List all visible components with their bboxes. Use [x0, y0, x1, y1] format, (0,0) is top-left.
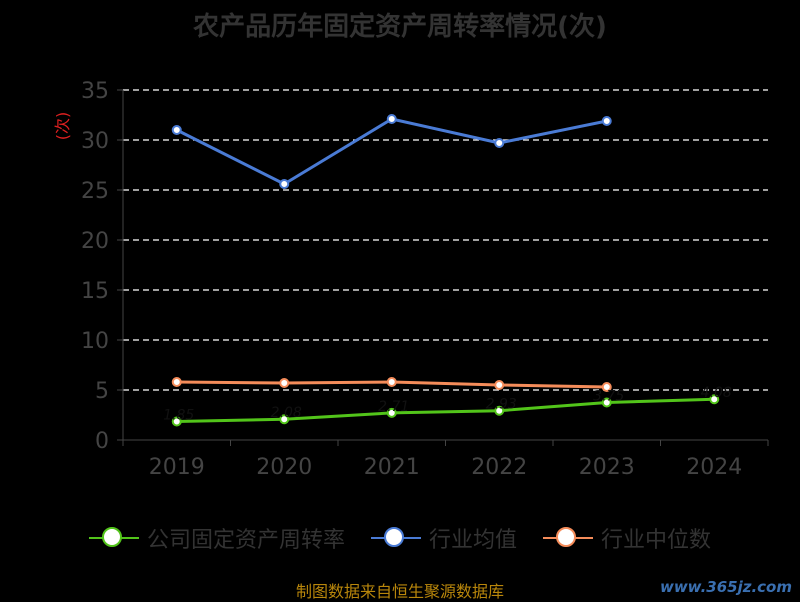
y-tick-label-30: 30 — [81, 129, 109, 154]
point-series-1-2022 — [494, 138, 505, 148]
point-series-1-2019 — [171, 125, 182, 135]
x-tick-label-2024: 2024 — [686, 455, 742, 480]
y-tick-label-10: 10 — [81, 329, 109, 354]
point-series-0-2022 — [494, 405, 505, 416]
point-series-0-2020 — [279, 414, 290, 425]
data-label-2024: 4.08 — [701, 385, 732, 401]
x-tick-label-2019: 2019 — [149, 455, 205, 480]
x-tick-label-2022: 2022 — [471, 455, 527, 480]
point-series-2-2022 — [494, 380, 505, 390]
data-label-2023: 3.75 — [593, 389, 624, 405]
point-series-2-2021 — [386, 377, 397, 387]
y-tick-label-25: 25 — [81, 179, 109, 204]
x-tick-label-2023: 2023 — [579, 455, 635, 480]
legend-label-company: 公司固定资产周转率 — [146, 528, 345, 553]
point-series-0-2019 — [171, 416, 182, 427]
point-series-0-2023 — [601, 397, 612, 408]
legend-swatch-industry-median — [543, 527, 593, 549]
y-tick-label-5: 5 — [95, 379, 109, 404]
x-tick-label-2020: 2020 — [256, 455, 312, 480]
series-line-0 — [176, 397, 715, 423]
legend-label-industry-mean: 行业均值 — [428, 528, 517, 553]
data-source-note: 制图数据来自恒生聚源数据库 — [295, 582, 504, 601]
x-tick-label-2021: 2021 — [364, 455, 420, 480]
data-label-2019: 1.85 — [163, 408, 194, 424]
point-series-2-2019 — [171, 377, 182, 387]
legend-label-industry-median: 行业中位数 — [601, 528, 712, 553]
chart-title: 农产品历年固定资产周转率情况(次) — [193, 12, 607, 42]
chart-legend: 公司固定资产周转率 行业均值 行业中位数 — [0, 518, 800, 558]
point-series-1-2023 — [601, 116, 612, 126]
legend-item-industry-mean[interactable]: 行业均值 — [370, 522, 517, 554]
point-series-0-2024 — [709, 394, 720, 405]
legend-swatch-industry-mean — [370, 527, 421, 549]
point-series-2-2023 — [601, 382, 612, 392]
y-tick-label-35: 35 — [81, 79, 109, 104]
y-tick-label-0: 0 — [95, 429, 109, 454]
y-axis-label: (次) — [53, 112, 72, 141]
legend-item-company[interactable]: 公司固定资产周转率 — [88, 522, 345, 554]
series-line-1 — [176, 117, 608, 186]
y-tick-label-20: 20 — [81, 229, 109, 254]
point-series-0-2021 — [386, 407, 397, 418]
data-label-2021: 2.71 — [378, 399, 409, 415]
point-series-2-2020 — [279, 378, 290, 388]
data-label-2022: 2.93 — [486, 397, 517, 413]
watermark-logo: www.365jz.com — [659, 578, 792, 596]
point-series-1-2021 — [386, 114, 397, 124]
data-label-2020: 2.08 — [271, 405, 302, 421]
legend-item-industry-median[interactable]: 行业中位数 — [543, 522, 711, 554]
point-series-1-2020 — [279, 179, 290, 189]
y-tick-label-15: 15 — [81, 279, 109, 304]
legend-swatch-company — [88, 527, 139, 549]
